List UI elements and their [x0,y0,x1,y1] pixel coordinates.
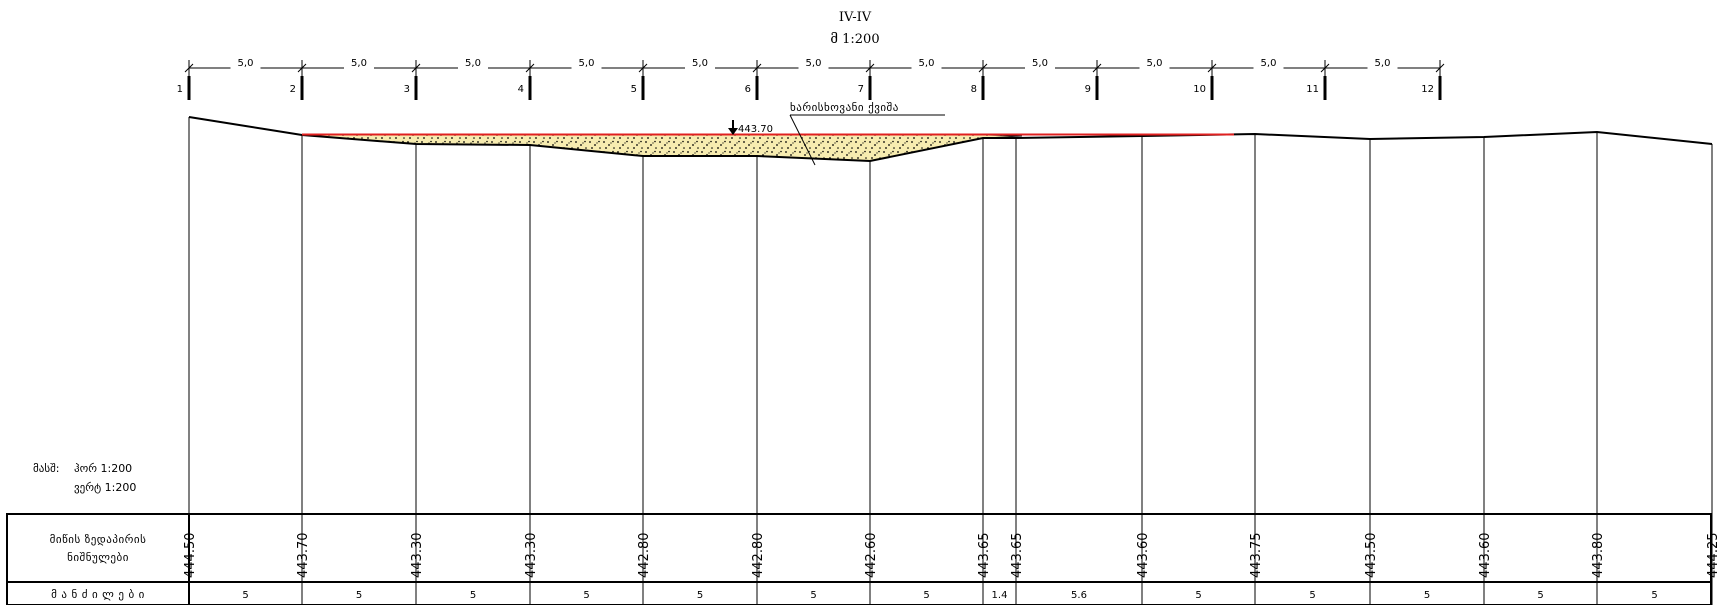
scale-note-label: მასშ: [33,462,59,475]
dimension-slash [1092,63,1102,73]
dimension-label: 5,0 [1261,58,1277,69]
scale-note: მასშ: ჰორ 1:200 ვერტ 1:200 [33,462,136,494]
dimension-slash [638,63,648,73]
elevation-value: 443.65 [977,533,992,579]
distance-value: 5 [1651,590,1657,601]
dimension-label: 5,0 [1032,58,1048,69]
dimension-slash [411,63,421,73]
elevation-value: 443.65 [1010,533,1025,579]
elevation-value: 443.75 [1249,533,1264,579]
material-leader: ხარისხოვანი ქვიშა [789,101,945,166]
station-number: 2 [290,84,296,95]
sand-fill-area [301,134,1023,162]
dimension-chain: 5,0 5,0 5,0 5,0 5,0 5,0 5,0 5,0 5,0 5,0 5,0 [184,57,1445,76]
station-number: 3 [404,84,410,95]
dimension-label: 5,0 [465,58,481,69]
elevation-value: 443.50 [1364,533,1379,579]
distance-value: 5 [1424,590,1430,601]
station-number: 1 [177,84,183,95]
scale-note-horizontal: ჰორ 1:200 [74,462,132,475]
elevation-value: 442.60 [864,533,879,579]
elevation-value: 443.60 [1136,533,1151,579]
dimension-label: 5,0 [692,58,708,69]
elevation-value: 444.25 [1706,533,1718,579]
dimension-slash [752,63,762,73]
dimension-slash [865,63,875,73]
dimension-slash [978,63,988,73]
station-number: 5 [631,84,637,95]
table-row1-label-line2: ნიშნულები [67,551,129,564]
distance-value: 5 [242,590,248,601]
station-number: 6 [745,84,751,95]
dimension-label-bg [1253,57,1284,71]
dimension-label: 5,0 [579,58,595,69]
station-number: 12 [1421,84,1434,95]
dimension-label: 5,0 [351,58,367,69]
distance-value: 5 [1309,590,1315,601]
station-number: 11 [1306,84,1319,95]
dimension-label-bg [1139,57,1170,71]
table-row1-label-line1: მიწის ზედაპირის [50,533,147,546]
dimension-label-bg [798,57,829,71]
elevation-value: 444.50 [183,533,198,579]
dimension-slash [297,63,307,73]
distance-value: 5 [470,590,476,601]
elevation-value: 443.80 [1591,533,1606,579]
dimension-label-bg [458,57,488,71]
dimension-label-bg [344,57,374,71]
dimension-label: 5,0 [806,58,822,69]
data-table: მიწის ზედაპირის ნიშნულები მ ა ნ ძ ი ლ ე … [6,513,1718,605]
profile-area [188,116,1713,514]
dimension-slash [525,63,535,73]
water-level-label: 443.70 [738,124,773,135]
distance-value: 5 [583,590,589,601]
station-number: 9 [1085,84,1091,95]
elevation-value: 443.30 [410,533,425,579]
elevation-value: 443.30 [524,533,539,579]
dimension-label-bg [685,57,715,71]
distance-value: 1.4 [992,590,1008,601]
station-number: 4 [518,84,524,95]
station-markers: 1 2 3 4 5 6 7 8 9 10 11 12 [177,76,1442,100]
dimension-label-bg [911,57,942,71]
distance-value: 5 [1537,590,1543,601]
table-row2-label: მ ა ნ ძ ი ლ ე ბ ი [51,588,145,601]
elevation-value: 442.80 [751,533,766,579]
scale-line: მ 1:200 [830,32,879,47]
elevation-value: 443.60 [1478,533,1493,579]
dimension-label-bg [230,57,261,71]
dimension-slash [1207,63,1217,73]
ground-profile-line [188,116,1713,163]
dimension-slash [1435,63,1445,73]
elevation-value: 443.70 [296,533,311,579]
dimension-label-bg [1025,57,1055,71]
station-number: 8 [971,84,977,95]
distance-value: 5.6 [1071,590,1087,601]
dimension-label: 5,0 [238,58,254,69]
station-number: 7 [858,84,864,95]
distance-value: 5 [923,590,929,601]
distance-value: 5 [356,590,362,601]
dimension-slash [1320,63,1330,73]
distance-value: 5 [697,590,703,601]
dimension-label: 5,0 [919,58,935,69]
dimension-label: 5,0 [1375,58,1391,69]
dimension-label-bg [1367,57,1398,71]
dimension-label: 5,0 [1147,58,1163,69]
distance-value: 5 [1195,590,1201,601]
water-level-marker: 443.70 [728,120,773,135]
material-label: ხარისხოვანი ქვიშა [790,101,899,114]
scale-note-vertical: ვერტ 1:200 [74,481,136,494]
distance-value: 5 [810,590,816,601]
dimension-label-bg [571,57,602,71]
station-number: 10 [1193,84,1206,95]
section-title: IV-IV [839,10,872,25]
elevation-value: 442.80 [637,533,652,579]
dimension-slash [184,63,194,73]
